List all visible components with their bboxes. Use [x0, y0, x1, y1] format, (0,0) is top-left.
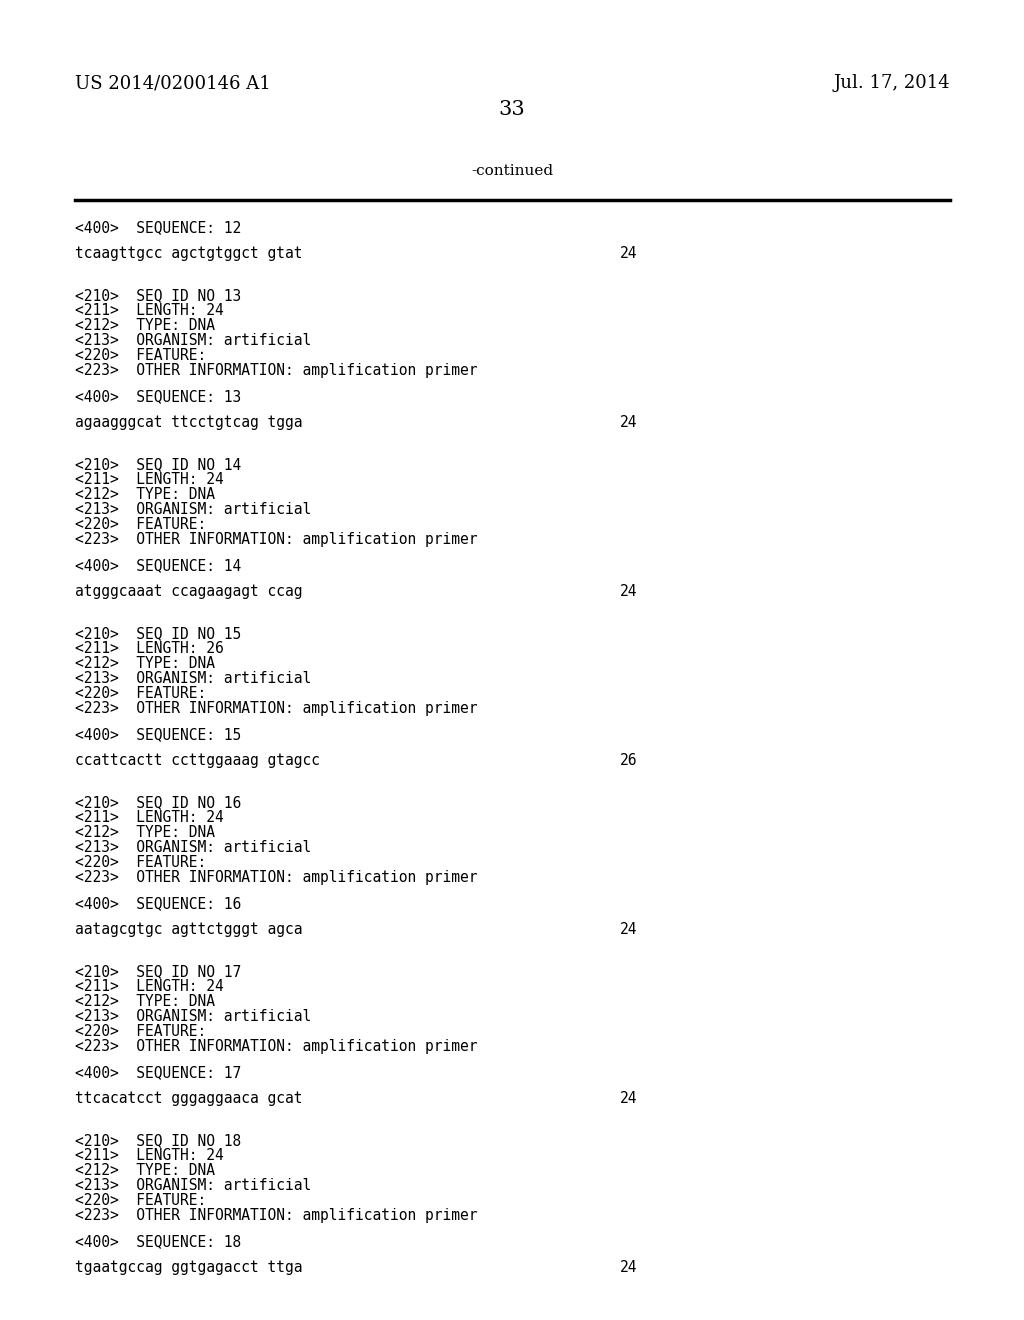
Text: <223>  OTHER INFORMATION: amplification primer: <223> OTHER INFORMATION: amplification p… — [75, 1208, 477, 1224]
Text: <210>  SEQ ID NO 16: <210> SEQ ID NO 16 — [75, 795, 242, 810]
Text: 24: 24 — [620, 246, 638, 261]
Text: ttcacatcct gggaggaaca gcat: ttcacatcct gggaggaaca gcat — [75, 1092, 302, 1106]
Text: atgggcaaat ccagaagagt ccag: atgggcaaat ccagaagagt ccag — [75, 583, 302, 599]
Text: <211>  LENGTH: 24: <211> LENGTH: 24 — [75, 473, 224, 487]
Text: tcaagttgcc agctgtggct gtat: tcaagttgcc agctgtggct gtat — [75, 246, 302, 261]
Text: -continued: -continued — [471, 164, 553, 178]
Text: <212>  TYPE: DNA: <212> TYPE: DNA — [75, 656, 215, 671]
Text: <212>  TYPE: DNA: <212> TYPE: DNA — [75, 487, 215, 502]
Text: agaagggcat ttcctgtcag tgga: agaagggcat ttcctgtcag tgga — [75, 414, 302, 430]
Text: <210>  SEQ ID NO 18: <210> SEQ ID NO 18 — [75, 1133, 242, 1148]
Text: <211>  LENGTH: 24: <211> LENGTH: 24 — [75, 979, 224, 994]
Text: <213>  ORGANISM: artificial: <213> ORGANISM: artificial — [75, 671, 311, 686]
Text: <213>  ORGANISM: artificial: <213> ORGANISM: artificial — [75, 1177, 311, 1193]
Text: Jul. 17, 2014: Jul. 17, 2014 — [834, 74, 950, 92]
Text: aatagcgtgc agttctgggt agca: aatagcgtgc agttctgggt agca — [75, 921, 302, 937]
Text: <400>  SEQUENCE: 13: <400> SEQUENCE: 13 — [75, 389, 242, 404]
Text: <212>  TYPE: DNA: <212> TYPE: DNA — [75, 318, 215, 333]
Text: <212>  TYPE: DNA: <212> TYPE: DNA — [75, 1163, 215, 1177]
Text: <213>  ORGANISM: artificial: <213> ORGANISM: artificial — [75, 502, 311, 517]
Text: <223>  OTHER INFORMATION: amplification primer: <223> OTHER INFORMATION: amplification p… — [75, 532, 477, 546]
Text: <212>  TYPE: DNA: <212> TYPE: DNA — [75, 825, 215, 840]
Text: <220>  FEATURE:: <220> FEATURE: — [75, 686, 206, 701]
Text: <213>  ORGANISM: artificial: <213> ORGANISM: artificial — [75, 1008, 311, 1024]
Text: <223>  OTHER INFORMATION: amplification primer: <223> OTHER INFORMATION: amplification p… — [75, 363, 477, 378]
Text: <211>  LENGTH: 26: <211> LENGTH: 26 — [75, 642, 224, 656]
Text: 24: 24 — [620, 921, 638, 937]
Text: <213>  ORGANISM: artificial: <213> ORGANISM: artificial — [75, 333, 311, 348]
Text: 33: 33 — [499, 100, 525, 119]
Text: <220>  FEATURE:: <220> FEATURE: — [75, 1193, 206, 1208]
Text: <220>  FEATURE:: <220> FEATURE: — [75, 517, 206, 532]
Text: <400>  SEQUENCE: 18: <400> SEQUENCE: 18 — [75, 1234, 242, 1249]
Text: <220>  FEATURE:: <220> FEATURE: — [75, 855, 206, 870]
Text: <211>  LENGTH: 24: <211> LENGTH: 24 — [75, 1148, 224, 1163]
Text: <210>  SEQ ID NO 13: <210> SEQ ID NO 13 — [75, 288, 242, 304]
Text: ccattcactt ccttggaaag gtagcc: ccattcactt ccttggaaag gtagcc — [75, 752, 319, 768]
Text: <220>  FEATURE:: <220> FEATURE: — [75, 1024, 206, 1039]
Text: <211>  LENGTH: 24: <211> LENGTH: 24 — [75, 810, 224, 825]
Text: <212>  TYPE: DNA: <212> TYPE: DNA — [75, 994, 215, 1008]
Text: <210>  SEQ ID NO 17: <210> SEQ ID NO 17 — [75, 964, 242, 979]
Text: <223>  OTHER INFORMATION: amplification primer: <223> OTHER INFORMATION: amplification p… — [75, 1039, 477, 1053]
Text: US 2014/0200146 A1: US 2014/0200146 A1 — [75, 74, 270, 92]
Text: <400>  SEQUENCE: 17: <400> SEQUENCE: 17 — [75, 1065, 242, 1080]
Text: <213>  ORGANISM: artificial: <213> ORGANISM: artificial — [75, 840, 311, 855]
Text: 24: 24 — [620, 1261, 638, 1275]
Text: 24: 24 — [620, 414, 638, 430]
Text: tgaatgccag ggtgagacct ttga: tgaatgccag ggtgagacct ttga — [75, 1261, 302, 1275]
Text: <400>  SEQUENCE: 14: <400> SEQUENCE: 14 — [75, 558, 242, 573]
Text: 24: 24 — [620, 1092, 638, 1106]
Text: <223>  OTHER INFORMATION: amplification primer: <223> OTHER INFORMATION: amplification p… — [75, 701, 477, 715]
Text: <400>  SEQUENCE: 12: <400> SEQUENCE: 12 — [75, 220, 242, 235]
Text: <400>  SEQUENCE: 16: <400> SEQUENCE: 16 — [75, 896, 242, 911]
Text: <400>  SEQUENCE: 15: <400> SEQUENCE: 15 — [75, 727, 242, 742]
Text: 24: 24 — [620, 583, 638, 599]
Text: <220>  FEATURE:: <220> FEATURE: — [75, 348, 206, 363]
Text: 26: 26 — [620, 752, 638, 768]
Text: <210>  SEQ ID NO 15: <210> SEQ ID NO 15 — [75, 626, 242, 642]
Text: <211>  LENGTH: 24: <211> LENGTH: 24 — [75, 304, 224, 318]
Text: <210>  SEQ ID NO 14: <210> SEQ ID NO 14 — [75, 457, 242, 473]
Text: <223>  OTHER INFORMATION: amplification primer: <223> OTHER INFORMATION: amplification p… — [75, 870, 477, 884]
